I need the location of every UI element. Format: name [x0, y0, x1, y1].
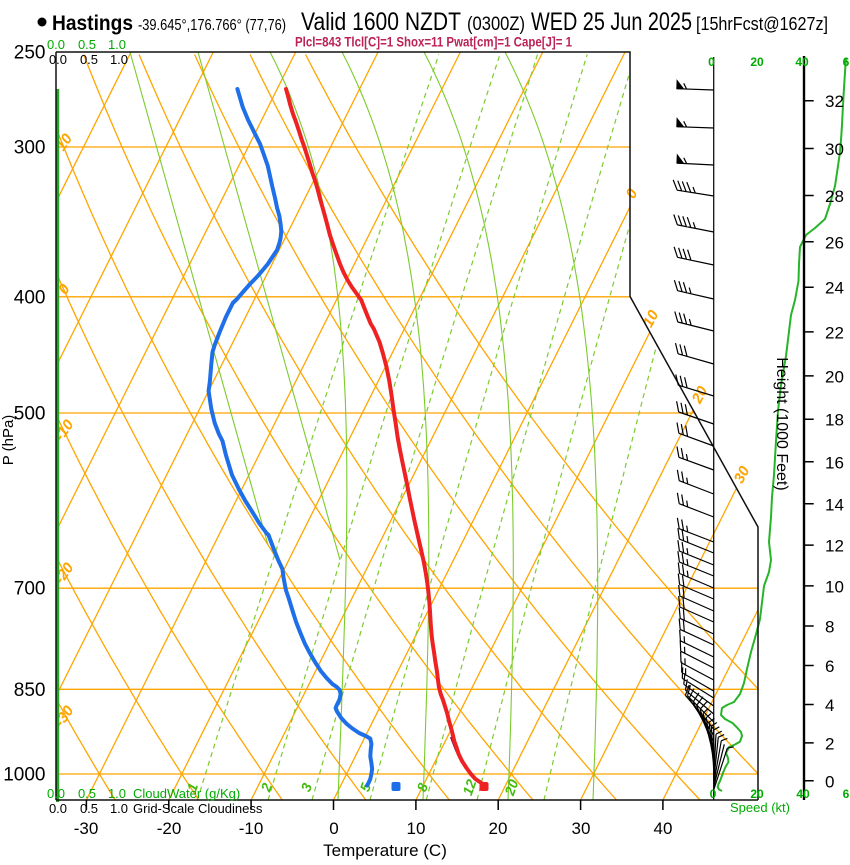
- svg-text:0: 0: [710, 787, 717, 801]
- svg-text:1.0: 1.0: [108, 786, 126, 801]
- svg-text:1.0: 1.0: [110, 52, 128, 67]
- svg-text:2: 2: [825, 734, 834, 753]
- svg-text:0: 0: [329, 819, 338, 838]
- svg-text:26: 26: [825, 233, 844, 252]
- svg-text:16: 16: [825, 453, 844, 472]
- svg-text:0.0: 0.0: [47, 786, 65, 801]
- svg-text:CloudWater (g/Kg): CloudWater (g/Kg): [133, 786, 240, 801]
- svg-text:20: 20: [750, 787, 764, 801]
- svg-text:0: 0: [708, 55, 715, 69]
- svg-text:8: 8: [825, 618, 834, 637]
- svg-text:Grid-Scale Cloudiness: Grid-Scale Cloudiness: [133, 801, 263, 816]
- svg-text:30: 30: [731, 463, 754, 486]
- svg-text:-39.645°,176.766° (77,76): -39.645°,176.766° (77,76): [138, 17, 286, 34]
- svg-text:10: 10: [825, 577, 844, 596]
- svg-text:0.5: 0.5: [80, 52, 98, 67]
- svg-text:250: 250: [14, 43, 46, 64]
- svg-text:Hastings: Hastings: [52, 12, 133, 35]
- svg-text:0.0: 0.0: [49, 52, 67, 67]
- svg-text:22: 22: [825, 323, 844, 342]
- svg-text:32: 32: [825, 92, 844, 111]
- svg-text:0.5: 0.5: [80, 801, 98, 816]
- svg-text:18: 18: [825, 411, 844, 430]
- svg-text:40: 40: [795, 55, 809, 69]
- svg-text:6: 6: [843, 787, 850, 801]
- svg-text:P (hPa): P (hPa): [0, 415, 17, 466]
- svg-text:28: 28: [825, 187, 844, 206]
- svg-text:Height (1000 Feet): Height (1000 Feet): [773, 357, 790, 490]
- svg-text:20: 20: [501, 777, 522, 798]
- svg-text:Valid 1600 NZDT: Valid 1600 NZDT: [301, 8, 461, 36]
- svg-text:4: 4: [825, 696, 834, 715]
- svg-text:20: 20: [688, 383, 712, 407]
- svg-text:14: 14: [825, 495, 844, 514]
- svg-text:1.0: 1.0: [108, 37, 126, 52]
- svg-text:400: 400: [14, 287, 46, 308]
- svg-text:-10: -10: [239, 819, 264, 838]
- svg-text:700: 700: [14, 579, 46, 600]
- svg-text:-30: -30: [74, 819, 99, 838]
- svg-text:-20: -20: [157, 819, 182, 838]
- svg-text:0.0: 0.0: [49, 801, 67, 816]
- svg-text:300: 300: [14, 138, 46, 159]
- svg-text:1000: 1000: [3, 765, 45, 786]
- svg-text:10: 10: [407, 819, 426, 838]
- svg-text:6: 6: [825, 657, 834, 676]
- svg-text:20: 20: [750, 55, 764, 69]
- svg-text:0.0: 0.0: [47, 37, 65, 52]
- svg-text:WED 25 Jun 2025: WED 25 Jun 2025: [531, 8, 692, 36]
- svg-text:20: 20: [489, 819, 508, 838]
- svg-text:850: 850: [14, 680, 46, 701]
- svg-text:12: 12: [825, 537, 844, 556]
- svg-text:30: 30: [572, 819, 591, 838]
- svg-text:Plcl=843 Tlcl[C]=1 Shox=11 Pwa: Plcl=843 Tlcl[C]=1 Shox=11 Pwat[cm]=1 Ca…: [295, 35, 572, 50]
- svg-text:40: 40: [654, 819, 673, 838]
- svg-text:24: 24: [825, 279, 844, 298]
- svg-text:0.5: 0.5: [78, 786, 96, 801]
- svg-text:(0300Z): (0300Z): [467, 14, 525, 35]
- svg-text:Speed (kt): Speed (kt): [730, 800, 790, 815]
- svg-text:20: 20: [825, 367, 844, 386]
- svg-text:0.5: 0.5: [78, 37, 96, 52]
- svg-text:1.0: 1.0: [110, 801, 128, 816]
- svg-text:40: 40: [796, 787, 810, 801]
- svg-text:6: 6: [843, 55, 850, 69]
- svg-text:[15hrFcst@1627z]: [15hrFcst@1627z]: [696, 14, 828, 34]
- svg-text:12: 12: [459, 777, 479, 797]
- svg-text:30: 30: [825, 140, 844, 159]
- svg-text:0: 0: [825, 772, 834, 791]
- svg-text:500: 500: [14, 404, 46, 425]
- svg-text:Temperature (C): Temperature (C): [323, 841, 447, 860]
